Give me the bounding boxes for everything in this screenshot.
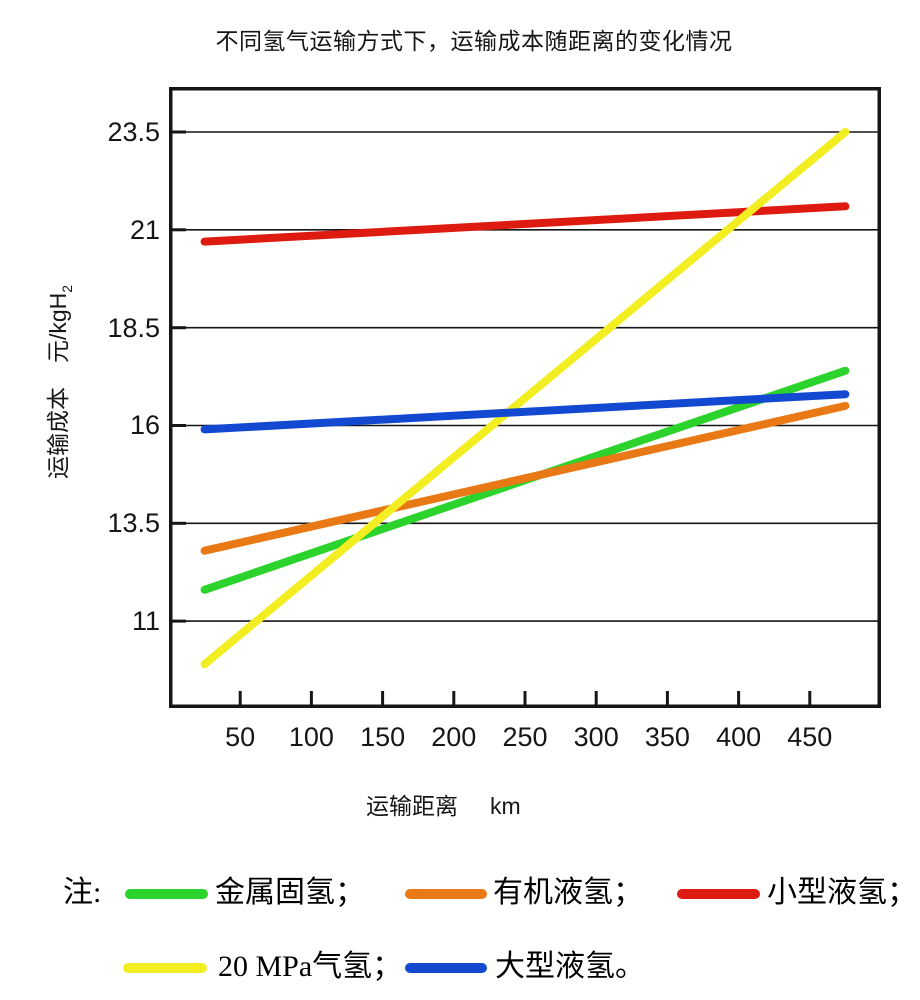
x-tick-label: 450 <box>787 722 833 752</box>
y-tick-label: 16 <box>129 410 160 441</box>
legend-swatch-yellow-20mpa-gas-hydrogen <box>123 963 207 973</box>
series-line-2 <box>200 202 850 246</box>
x-axis-name: 运输距离 <box>366 793 458 819</box>
legend-label-20mpa-gas-hydrogen: 20 MPa气氢； <box>218 950 403 983</box>
x-tick-label: 100 <box>288 722 334 752</box>
series-line-1 <box>200 401 850 555</box>
x-tick-label: 150 <box>360 722 406 752</box>
legend-row-2: 20 MPa气氢； 大型液氢。 <box>0 949 920 987</box>
x-tick-label: 250 <box>502 722 548 752</box>
legend-swatch-orange-organic-liquid-hydrogen <box>405 889 487 899</box>
series-line-3 <box>200 128 850 669</box>
y-axis-unit-text: 元/kgH <box>45 292 72 364</box>
y-tick-label: 11 <box>131 606 160 637</box>
y-tick-label: 21 <box>129 214 160 245</box>
legend-swatch-blue-large-liquid-hydrogen <box>405 963 487 973</box>
y-tick-label: 23.5 <box>107 117 160 147</box>
x-tick-label: 300 <box>573 722 619 752</box>
plot-border <box>169 87 881 708</box>
x-tick-label: 400 <box>716 722 762 752</box>
y-axis-unit-subscript: 2 <box>58 284 75 293</box>
x-axis-unit: km <box>490 793 521 819</box>
y-tick-label: 18.5 <box>107 312 160 343</box>
legend-row-1: 注: 金属固氢； 有机液氢； 小型液氢； <box>0 875 920 913</box>
y-axis-unit: 元/kgH2 <box>45 285 75 364</box>
x-tick-label: 200 <box>431 722 477 752</box>
legend-label-large-liquid-hydrogen: 大型液氢。 <box>495 950 645 983</box>
x-tick-label: 350 <box>644 722 690 752</box>
y-tick-label: 13.5 <box>107 508 160 539</box>
plot-area <box>169 87 881 708</box>
legend-note: 注: <box>63 876 102 909</box>
legend-label-organic-liquid-hydrogen: 有机液氢； <box>493 876 643 909</box>
x-tick-label: 50 <box>225 722 256 752</box>
chart-title: 不同氢气运输方式下，运输成本随距离的变化情况 <box>215 28 733 54</box>
legend-swatch-red-small-liquid-hydrogen <box>677 889 760 899</box>
y-axis-title: 运输成本 元/kgH2 <box>39 285 75 479</box>
legend-label-small-liquid-hydrogen: 小型液氢； <box>767 876 917 909</box>
y-axis-name: 运输成本 <box>45 387 72 480</box>
legend-swatch-green-metal-solid-hydrogen <box>125 889 208 899</box>
series-line-4 <box>200 390 850 434</box>
x-axis-title: 运输距离 km <box>366 787 521 821</box>
legend-label-metal-solid-hydrogen: 金属固氢； <box>215 876 365 909</box>
